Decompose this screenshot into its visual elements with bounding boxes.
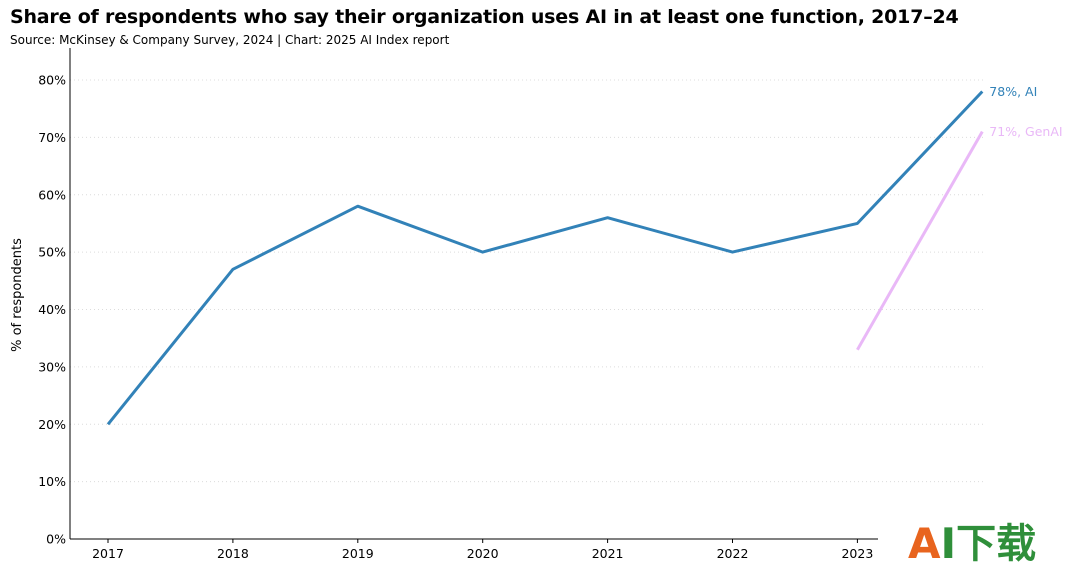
series-line-ai <box>106 90 984 426</box>
y-tick-label-10: 10% <box>38 474 66 489</box>
y-tick-label-60: 60% <box>38 187 66 202</box>
x-tick-label-2021: 2021 <box>592 546 624 561</box>
watermark-logo: A I 下载 <box>908 520 1036 568</box>
y-tick-label-50: 50% <box>38 245 66 260</box>
data-point-ai-2024 <box>981 90 984 93</box>
series-line-genai <box>856 130 984 351</box>
y-tick-label-0: 0% <box>46 532 66 547</box>
y-tick-label-40: 40% <box>38 302 66 317</box>
watermark-letter-i: I <box>940 519 957 568</box>
data-point-ai-2017 <box>107 423 110 426</box>
series-end-label-genai: 71%, GenAI <box>989 124 1062 139</box>
series-end-label-ai: 78%, AI <box>989 84 1037 99</box>
x-tick-label-2018: 2018 <box>217 546 249 561</box>
data-point-ai-2022 <box>731 251 734 254</box>
chart-title: Share of respondents who say their organ… <box>10 6 959 28</box>
chart-subtitle: Source: McKinsey & Company Survey, 2024 … <box>10 33 450 47</box>
y-tick-label-80: 80% <box>38 73 66 88</box>
x-tick-label-2017: 2017 <box>92 546 124 561</box>
watermark-text: 下载 <box>956 521 1037 567</box>
x-tick-label-2019: 2019 <box>342 546 374 561</box>
y-tick-label-70: 70% <box>38 130 66 145</box>
x-tick-label-2020: 2020 <box>467 546 499 561</box>
data-point-ai-2023 <box>856 222 859 225</box>
data-point-ai-2020 <box>481 251 484 254</box>
watermark-letter-a: A <box>908 519 941 568</box>
data-point-genai-2024 <box>981 130 984 133</box>
x-tick-label-2023: 2023 <box>841 546 873 561</box>
data-point-ai-2019 <box>356 205 359 208</box>
data-point-genai-2023 <box>856 348 859 351</box>
y-tick-label-30: 30% <box>38 359 66 374</box>
data-point-ai-2018 <box>231 268 234 271</box>
data-point-ai-2021 <box>606 216 609 219</box>
y-tick-label-20: 20% <box>38 417 66 432</box>
x-tick-label-2022: 2022 <box>717 546 749 561</box>
y-axis-title: % of respondents <box>10 238 25 352</box>
